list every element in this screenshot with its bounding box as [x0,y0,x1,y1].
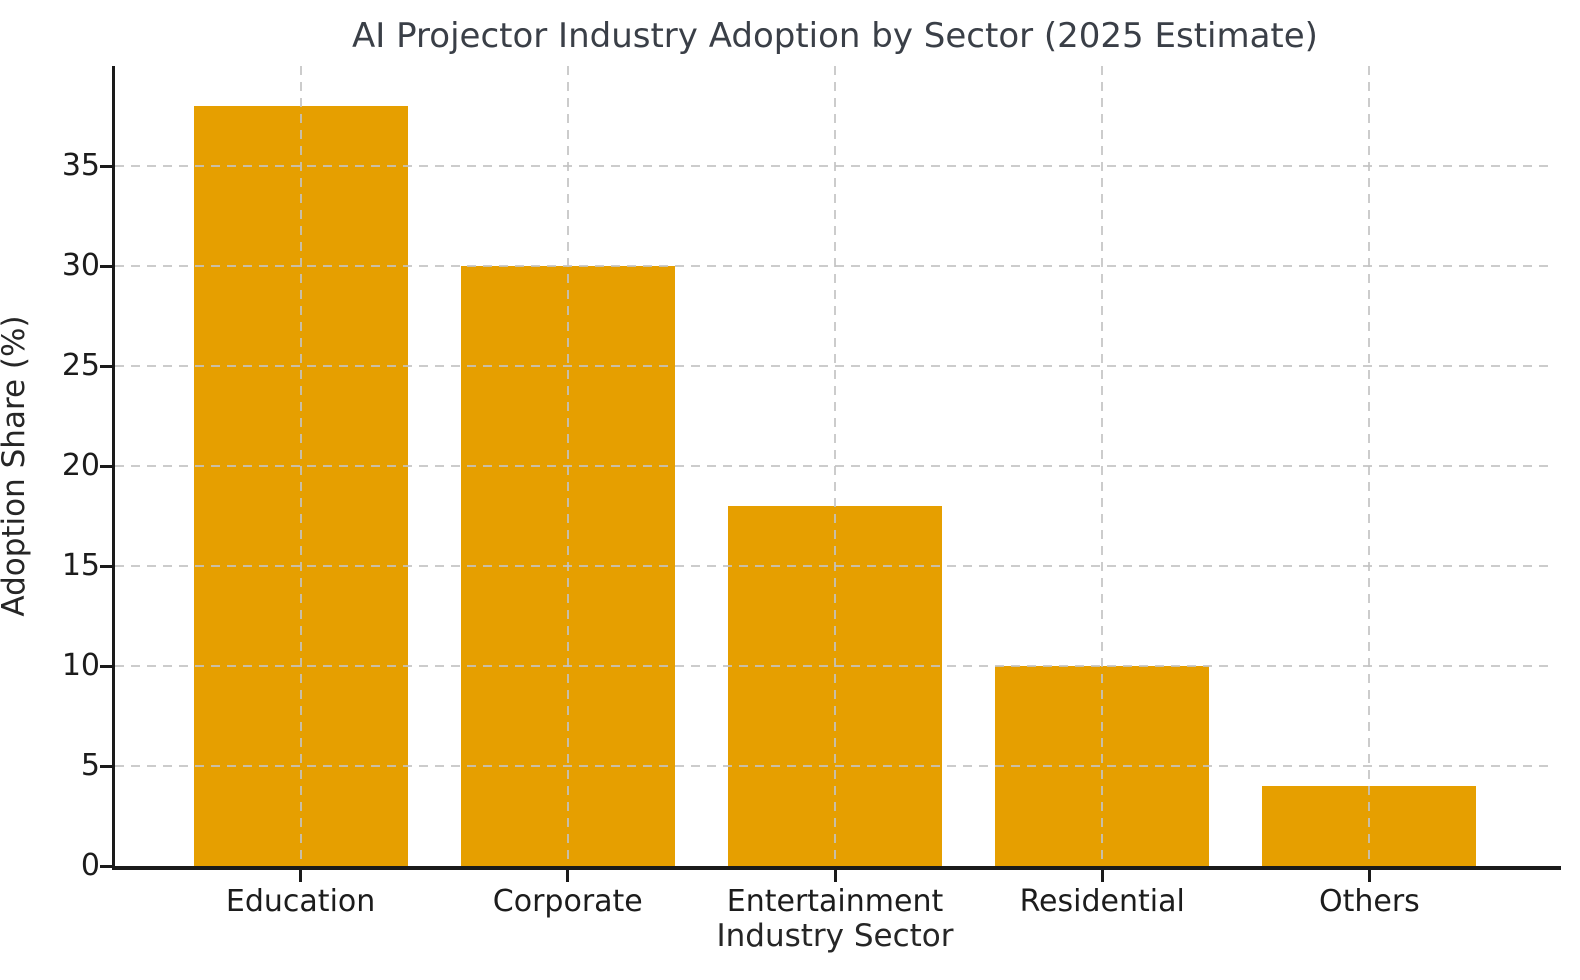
y-tick-label: 10 [61,648,100,683]
y-tick-label: 30 [61,248,100,283]
x-tick-label: Others [1318,884,1420,919]
x-tick-mark [1100,870,1104,882]
x-tick-label: Entertainment [726,884,944,919]
y-tick-label: 5 [80,748,100,783]
y-tick-mark [100,464,112,468]
y-tick-mark [100,864,112,868]
x-tick-mark [566,870,570,882]
y-tick-label: 35 [61,148,100,183]
chart-title: AI Projector Industry Adoption by Sector… [352,16,1318,56]
y-axis-line [112,66,115,869]
y-tick-mark [100,264,112,268]
y-tick-label: 0 [80,848,100,883]
y-tick-mark [100,164,112,168]
x-tick-label: Residential [1019,884,1185,919]
x-axis-line [112,866,1561,870]
x-tick-mark [833,870,837,882]
gridline-horizontal [115,365,1555,367]
x-axis-title: Industry Sector [716,918,954,954]
plot-area: 0 5 10 15 20 25 30 35 Education Corporate Entertai… [62,66,1561,919]
x-tick-label: Corporate [492,884,643,919]
gridline-horizontal [115,665,1555,667]
y-tick-label: 20 [61,448,100,483]
gridline-horizontal [115,265,1555,267]
gridline-horizontal [115,465,1555,467]
y-tick-mark [100,564,112,568]
y-tick-mark [100,364,112,368]
gridline-horizontal [115,165,1555,167]
y-tick-label: 15 [61,548,100,583]
gridline-horizontal [115,765,1555,767]
y-axis-title: Adoption Share (%) [0,315,32,617]
x-tick-mark [1367,870,1371,882]
y-tick-mark [100,664,112,668]
gridline-horizontal [115,565,1555,567]
x-tick-label: Education [225,884,376,919]
y-tick-label: 25 [61,348,100,383]
y-tick-mark [100,764,112,768]
x-tick-mark [299,870,303,882]
